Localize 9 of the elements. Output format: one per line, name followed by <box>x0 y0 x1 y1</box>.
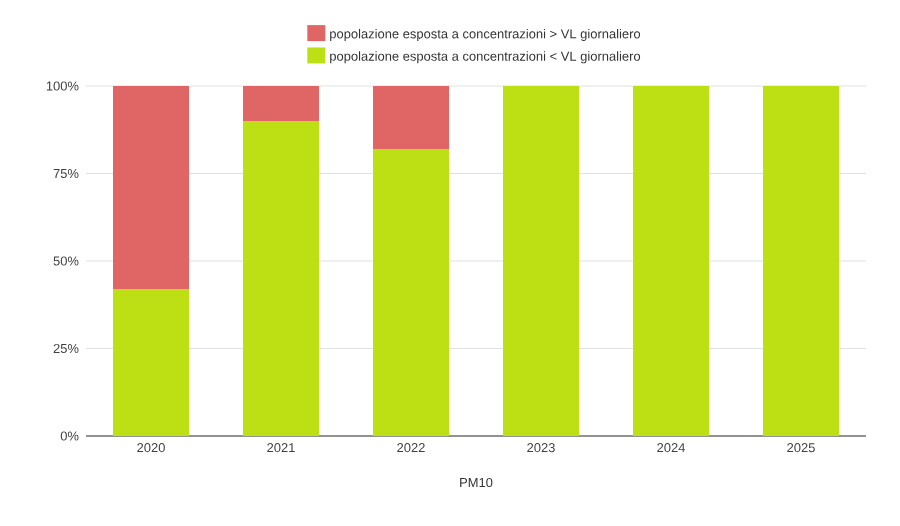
bar <box>113 86 189 289</box>
bar <box>243 86 319 121</box>
bar <box>373 86 449 149</box>
bar <box>763 86 840 436</box>
bar <box>633 86 710 436</box>
bar <box>113 289 189 436</box>
bar <box>243 121 319 436</box>
bar <box>373 149 449 436</box>
bar <box>503 86 580 436</box>
